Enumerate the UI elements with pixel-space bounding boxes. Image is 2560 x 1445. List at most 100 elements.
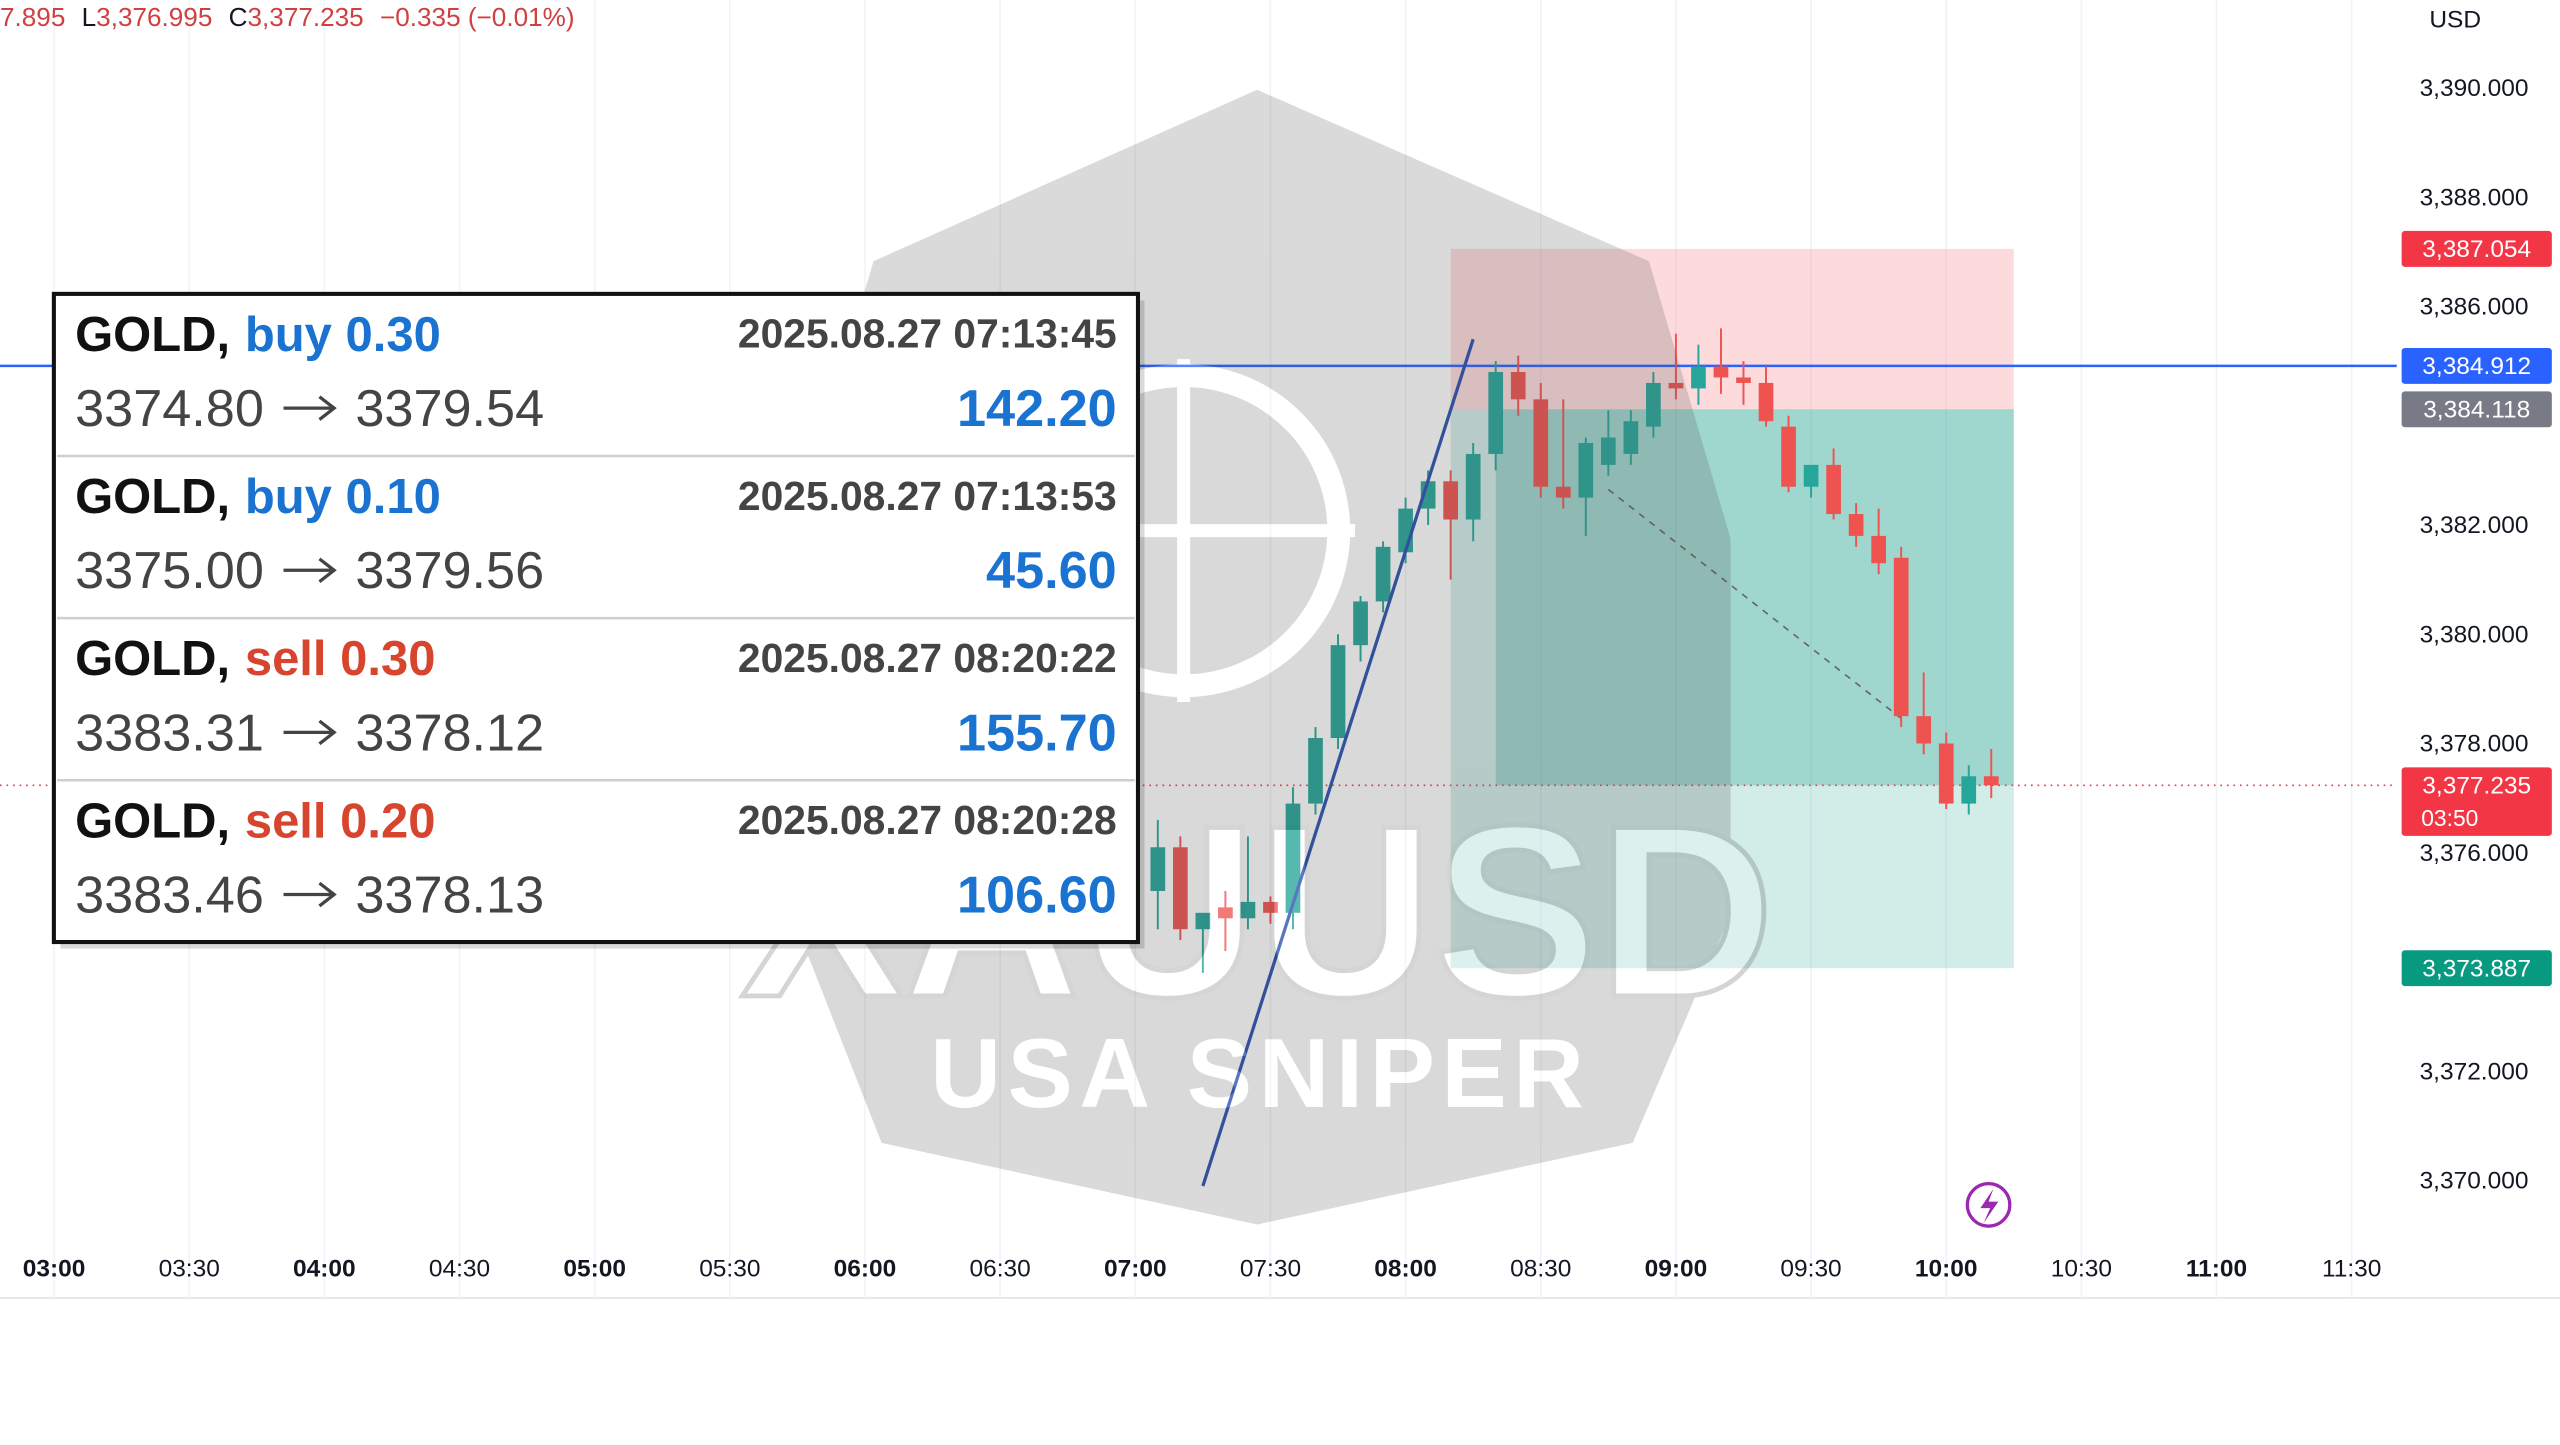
trendline — [1201, 338, 1475, 1187]
candle-body — [1691, 366, 1706, 389]
candle-body — [1443, 481, 1459, 520]
x-tick-label: 07:30 — [1240, 1256, 1301, 1283]
trade-title: GOLD, sell 0.30 — [75, 632, 435, 686]
x-tick-label: 09:30 — [1780, 1256, 1841, 1283]
candle-body — [1555, 486, 1571, 498]
y-tick-label: 3,386.000 — [2420, 294, 2529, 321]
candle-body — [1285, 803, 1301, 913]
countdown: 03:50 — [2421, 805, 2478, 831]
stop-zone — [1450, 248, 2014, 410]
trade-symbol: GOLD, — [75, 794, 230, 848]
trade-profit: 45.60 — [986, 542, 1117, 600]
trade-title: GOLD, buy 0.30 — [75, 308, 441, 362]
trade-profit: 142.20 — [957, 380, 1117, 438]
candle-body — [1848, 514, 1864, 536]
axes: 3,370.0003,372.0003,374.0003,376.0003,37… — [0, 2, 2552, 1283]
trade-profit: 106.60 — [957, 866, 1117, 924]
x-tick-label: 07:00 — [1104, 1256, 1167, 1283]
y-tick-label: 3,390.000 — [2420, 75, 2529, 102]
x-tick-label: 04:00 — [293, 1256, 356, 1283]
trade-open-price: 3383.46 — [75, 866, 264, 924]
candle-body — [1218, 907, 1233, 919]
trade-panel: GOLD, buy 0.30 2025.08.27 07:13:45 3374.80 3… — [51, 291, 1145, 949]
trade-close-price: 3378.13 — [355, 866, 544, 924]
y-tick-label: 3,372.000 — [2420, 1058, 2529, 1085]
candle-body — [1533, 399, 1549, 487]
arrow — [283, 395, 337, 421]
price-label: 3,384.118 — [2423, 396, 2530, 423]
candle-body — [1916, 716, 1932, 744]
y-tick-label: 3,370.000 — [2420, 1168, 2529, 1195]
x-tick-label: 06:00 — [834, 1256, 897, 1283]
trade-side: buy 0.30 — [245, 308, 441, 362]
x-tick-label: 05:00 — [563, 1256, 626, 1283]
candle-body — [1758, 382, 1774, 422]
ohlc-header: 7.895 L3,376.995 C3,377.235 −0.335 (−0.01%) — [0, 2, 575, 32]
candle-body — [1781, 426, 1796, 487]
candle-body — [1172, 847, 1188, 930]
trade-time: 2025.08.27 08:20:22 — [738, 635, 1117, 681]
candle-body — [1195, 912, 1211, 930]
price-label: 3,384.912 — [2422, 353, 2531, 380]
candle-body — [1330, 645, 1346, 739]
arrow — [283, 557, 337, 584]
x-tick-label: 06:30 — [970, 1256, 1031, 1283]
candle-body — [1600, 437, 1616, 465]
ohlc-change: −0.335 (−0.01%) — [380, 2, 575, 32]
candle-body — [1938, 743, 1954, 804]
x-tick-label: 10:30 — [2051, 1256, 2112, 1283]
candle-body — [1375, 546, 1391, 602]
trade-close-price: 3379.56 — [355, 542, 544, 600]
x-tick-label: 11:30 — [2322, 1256, 2381, 1283]
candle-body — [1668, 382, 1684, 389]
ohlc-l: 3,376.995 — [96, 2, 212, 32]
candle-body — [1263, 901, 1278, 913]
x-tick-label: 03:30 — [159, 1256, 220, 1283]
trade-time: 2025.08.27 07:13:45 — [738, 311, 1117, 357]
trade-side: buy 0.10 — [245, 470, 441, 524]
candle-body — [1871, 535, 1886, 564]
y-tick-label: 3,388.000 — [2420, 184, 2529, 211]
candle-body — [1465, 453, 1481, 520]
price-label-box — [2401, 347, 2552, 384]
trade-close-price: 3378.12 — [355, 704, 544, 762]
ohlc-c-label: C — [229, 2, 248, 32]
trade-open-price: 3383.31 — [75, 704, 264, 762]
trade-side: sell 0.20 — [245, 794, 436, 848]
ohlc-h: 7.895 — [0, 2, 65, 32]
x-tick-label: 04:30 — [429, 1256, 490, 1283]
candle-body — [1713, 366, 1729, 378]
price-label-box — [2401, 230, 2552, 267]
arrow — [283, 881, 337, 908]
trade-profit: 155.70 — [957, 704, 1117, 762]
y-tick-label: 3,382.000 — [2420, 512, 2529, 539]
candle-body — [1488, 372, 1504, 454]
x-tick-label: 11:00 — [2186, 1256, 2247, 1283]
alert-icon-bolt[interactable] — [1980, 1188, 1999, 1223]
candle-body — [1961, 776, 1977, 804]
candle-body — [1150, 847, 1166, 891]
candle-body — [1803, 464, 1819, 487]
price-label-box — [2401, 767, 2552, 836]
candle-body — [1510, 372, 1526, 400]
trade-time: 2025.08.27 08:20:28 — [738, 797, 1117, 843]
candle-body — [1893, 557, 1909, 717]
candle-body — [1308, 738, 1323, 804]
candle-body — [1736, 377, 1751, 383]
candle-body — [1826, 464, 1841, 515]
x-tick-label: 08:30 — [1510, 1256, 1571, 1283]
price-label-box — [2401, 391, 2552, 428]
x-tick-label: 08:00 — [1374, 1256, 1437, 1283]
y-tick-label: 3,378.000 — [2420, 731, 2529, 758]
trade-symbol: GOLD, — [75, 308, 230, 362]
dashed-line — [1607, 488, 1902, 720]
alert-icon[interactable] — [1965, 1182, 2012, 1228]
candle-body — [1623, 421, 1639, 454]
candle-body — [1240, 901, 1256, 919]
trade-symbol: GOLD, — [75, 470, 230, 524]
price-label: 3,373.887 — [2422, 955, 2531, 982]
y-tick-label: 3,380.000 — [2420, 621, 2529, 648]
price-label: 3,377.235 — [2422, 772, 2531, 799]
trade-title: GOLD, sell 0.20 — [75, 794, 435, 848]
